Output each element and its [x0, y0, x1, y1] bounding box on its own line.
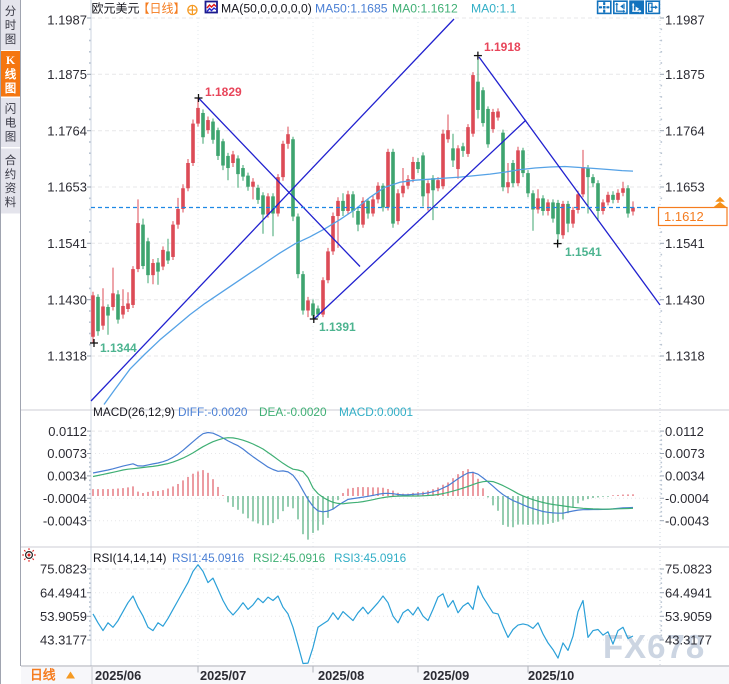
svg-text:MA50:1.1685: MA50:1.1685 [315, 2, 388, 16]
svg-text:1.1918: 1.1918 [484, 40, 521, 54]
svg-text:【日线】: 【日线】 [138, 2, 186, 16]
svg-text:0.0034: 0.0034 [47, 469, 87, 484]
svg-text:0.0034: 0.0034 [665, 469, 705, 484]
svg-text:0.0112: 0.0112 [665, 424, 704, 439]
svg-text:FX678: FX678 [603, 628, 705, 665]
svg-text:DEA:-0.0020: DEA:-0.0020 [259, 405, 327, 419]
svg-text:2025/07: 2025/07 [200, 668, 246, 683]
svg-text:75.0823: 75.0823 [40, 562, 87, 577]
svg-text:图: 图 [5, 33, 17, 46]
svg-text:53.9059: 53.9059 [40, 609, 87, 624]
svg-text:0.0112: 0.0112 [48, 424, 87, 439]
svg-text:53.9059: 53.9059 [665, 609, 712, 624]
svg-text:RSI1:45.0916: RSI1:45.0916 [172, 551, 245, 565]
svg-text:1.1541: 1.1541 [565, 245, 602, 259]
svg-text:MA(50,0,0,0,0,0): MA(50,0,0,0,0,0) [221, 2, 312, 16]
svg-text:1.1653: 1.1653 [47, 180, 87, 195]
svg-text:2025/08: 2025/08 [318, 668, 364, 683]
svg-text:2025/06: 2025/06 [95, 668, 141, 683]
svg-text:-0.0043: -0.0043 [665, 513, 709, 528]
svg-text:2025/09: 2025/09 [423, 668, 469, 683]
svg-text:RSI(14,14,14): RSI(14,14,14) [93, 551, 167, 565]
svg-text:1.1391: 1.1391 [319, 320, 356, 334]
svg-text:1.1541: 1.1541 [665, 236, 705, 251]
svg-text:43.3177: 43.3177 [40, 633, 87, 648]
svg-text:RSI3:45.0916: RSI3:45.0916 [334, 551, 407, 565]
svg-text:1.1318: 1.1318 [47, 349, 87, 364]
svg-text:-0.0004: -0.0004 [665, 491, 709, 506]
svg-text:欧元美元: 欧元美元 [92, 2, 140, 16]
svg-text:MACD:0.0001: MACD:0.0001 [339, 405, 413, 419]
svg-text:时: 时 [5, 19, 17, 32]
svg-text:日线: 日线 [30, 668, 56, 683]
svg-text:料: 料 [5, 195, 17, 209]
svg-text:75.0823: 75.0823 [665, 562, 712, 577]
svg-text:1.1987: 1.1987 [665, 12, 705, 27]
svg-text:图: 图 [5, 131, 17, 144]
svg-text:0.0073: 0.0073 [47, 446, 87, 461]
svg-text:RSI2:45.0916: RSI2:45.0916 [253, 551, 326, 565]
svg-text:MA0:1.1612: MA0:1.1612 [392, 2, 458, 16]
svg-text:1.1875: 1.1875 [47, 67, 87, 82]
svg-text:分: 分 [5, 5, 17, 18]
svg-text:1.1612: 1.1612 [664, 209, 704, 224]
svg-text:1.1430: 1.1430 [665, 292, 705, 307]
svg-text:1.1829: 1.1829 [205, 85, 242, 99]
svg-text:1.1764: 1.1764 [665, 123, 705, 138]
svg-text:合: 合 [5, 153, 17, 167]
svg-text:1.1764: 1.1764 [47, 123, 87, 138]
svg-text:K: K [6, 53, 16, 67]
svg-text:1.1430: 1.1430 [47, 292, 87, 307]
svg-text:1.1653: 1.1653 [665, 180, 705, 195]
svg-text:1.1344: 1.1344 [100, 341, 137, 355]
svg-text:-0.0004: -0.0004 [43, 491, 87, 506]
svg-text:1.1318: 1.1318 [665, 349, 705, 364]
svg-text:64.4941: 64.4941 [40, 585, 87, 600]
svg-text:图: 图 [5, 81, 17, 95]
svg-text:电: 电 [5, 117, 17, 130]
svg-text:0.0073: 0.0073 [665, 446, 705, 461]
svg-text:64.4941: 64.4941 [665, 585, 712, 600]
svg-text:约: 约 [5, 167, 17, 181]
svg-text:1.1987: 1.1987 [47, 12, 87, 27]
svg-text:闪: 闪 [5, 102, 17, 116]
svg-text:1.1875: 1.1875 [665, 67, 705, 82]
svg-text:线: 线 [5, 67, 17, 81]
svg-text:DIFF:-0.0020: DIFF:-0.0020 [178, 405, 248, 419]
svg-text:资: 资 [5, 182, 17, 195]
svg-text:MA0:1.1: MA0:1.1 [471, 2, 517, 16]
svg-text:MACD(26,12,9): MACD(26,12,9) [93, 405, 175, 419]
svg-text:-0.0043: -0.0043 [43, 513, 87, 528]
svg-text:2025/10: 2025/10 [528, 668, 574, 683]
svg-text:43.3177: 43.3177 [665, 633, 712, 648]
svg-text:1.1541: 1.1541 [47, 236, 87, 251]
